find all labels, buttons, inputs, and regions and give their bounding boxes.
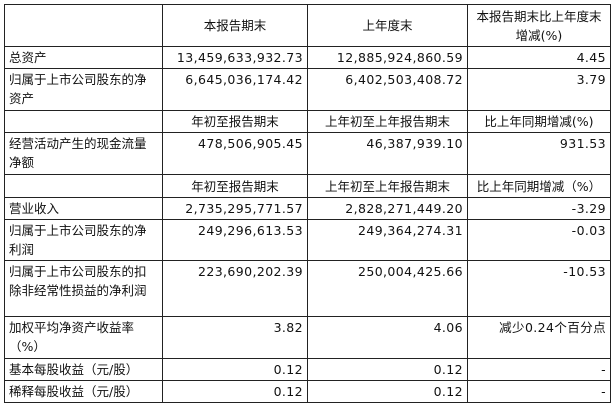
subheader-col2: 上年初至上年报告期末 [307, 174, 468, 198]
subheader-row: 年初至报告期末 上年初至上年报告期末 比上年同期增减(%) [4, 110, 611, 133]
row-label: 经营活动产生的现金流量净额 [4, 132, 163, 175]
row-value-change: -3.29 [467, 197, 611, 220]
table-row: 稀释每股收益（元/股） 0.12 0.12 - [4, 380, 611, 403]
table-row: 基本每股收益（元/股） 0.12 0.12 - [4, 358, 611, 381]
financial-summary-table: 本报告期末 上年度末 本报告期末比上年度末增减(%) 总资产 13,459,63… [4, 4, 611, 403]
row-value-current: 223,690,202.39 [162, 260, 308, 317]
header-row: 本报告期末 上年度末 本报告期末比上年度末增减(%) [4, 4, 611, 47]
subheader-col1: 年初至报告期末 [162, 174, 308, 198]
row-value-current: 0.12 [162, 380, 308, 403]
row-value-change: 3.79 [467, 68, 611, 111]
row-label: 归属于上市公司股东的净资产 [4, 68, 163, 111]
row-value-prior: 6,402,503,408.72 [307, 68, 468, 111]
table-row: 总资产 13,459,633,932.73 12,885,924,860.59 … [4, 46, 611, 69]
row-value-current: 0.12 [162, 358, 308, 381]
row-value-change: 减少0.24个百分点 [467, 316, 611, 359]
row-value-change: 931.53 [467, 132, 611, 175]
table-row: 归属于上市公司股东的净利润 249,296,613.53 249,364,274… [4, 219, 611, 261]
row-value-prior: 12,885,924,860.59 [307, 46, 468, 69]
subheader-col3: 比上年同期增减(%) [467, 110, 611, 133]
subheader-empty [4, 174, 163, 198]
subheader-col1: 年初至报告期末 [162, 110, 308, 133]
header-col2: 上年度末 [307, 4, 468, 47]
row-label: 稀释每股收益（元/股） [4, 380, 163, 403]
row-label: 归属于上市公司股东的扣除非经常性损益的净利润 [4, 260, 163, 317]
row-label: 加权平均净资产收益率（%） [4, 316, 163, 359]
row-value-prior: 249,364,274.31 [307, 219, 468, 261]
row-value-prior: 0.12 [307, 358, 468, 381]
row-value-prior: 0.12 [307, 380, 468, 403]
row-value-prior: 250,004,425.66 [307, 260, 468, 317]
row-value-change: - [467, 358, 611, 381]
row-label: 营业收入 [4, 197, 163, 220]
row-value-current: 3.82 [162, 316, 308, 359]
row-value-current: 13,459,633,932.73 [162, 46, 308, 69]
row-label: 基本每股收益（元/股） [4, 358, 163, 381]
row-value-current: 6,645,036,174.42 [162, 68, 308, 111]
subheader-row: 年初至报告期末 上年初至上年报告期末 比上年同期增减（%） [4, 174, 611, 198]
row-value-change: 4.45 [467, 46, 611, 69]
header-col1: 本报告期末 [162, 4, 308, 47]
table-row: 加权平均净资产收益率（%） 3.82 4.06 减少0.24个百分点 [4, 316, 611, 359]
row-value-current: 249,296,613.53 [162, 219, 308, 261]
subheader-empty [4, 110, 163, 133]
row-value-change: -10.53 [467, 260, 611, 317]
row-value-prior: 2,828,271,449.20 [307, 197, 468, 220]
row-label: 归属于上市公司股东的净利润 [4, 219, 163, 261]
table-row: 经营活动产生的现金流量净额 478,506,905.45 46,387,939.… [4, 132, 611, 175]
subheader-col2: 上年初至上年报告期末 [307, 110, 468, 133]
row-value-change: -0.03 [467, 219, 611, 261]
header-empty [4, 4, 163, 47]
table-row: 归属于上市公司股东的扣除非经常性损益的净利润 223,690,202.39 25… [4, 260, 611, 317]
table-row: 营业收入 2,735,295,771.57 2,828,271,449.20 -… [4, 197, 611, 220]
row-value-current: 478,506,905.45 [162, 132, 308, 175]
row-label: 总资产 [4, 46, 163, 69]
header-col3: 本报告期末比上年度末增减(%) [467, 4, 611, 47]
row-value-prior: 4.06 [307, 316, 468, 359]
row-value-prior: 46,387,939.10 [307, 132, 468, 175]
row-value-change: - [467, 380, 611, 403]
subheader-col3: 比上年同期增减（%） [467, 174, 611, 198]
row-value-current: 2,735,295,771.57 [162, 197, 308, 220]
table-row: 归属于上市公司股东的净资产 6,645,036,174.42 6,402,503… [4, 68, 611, 111]
